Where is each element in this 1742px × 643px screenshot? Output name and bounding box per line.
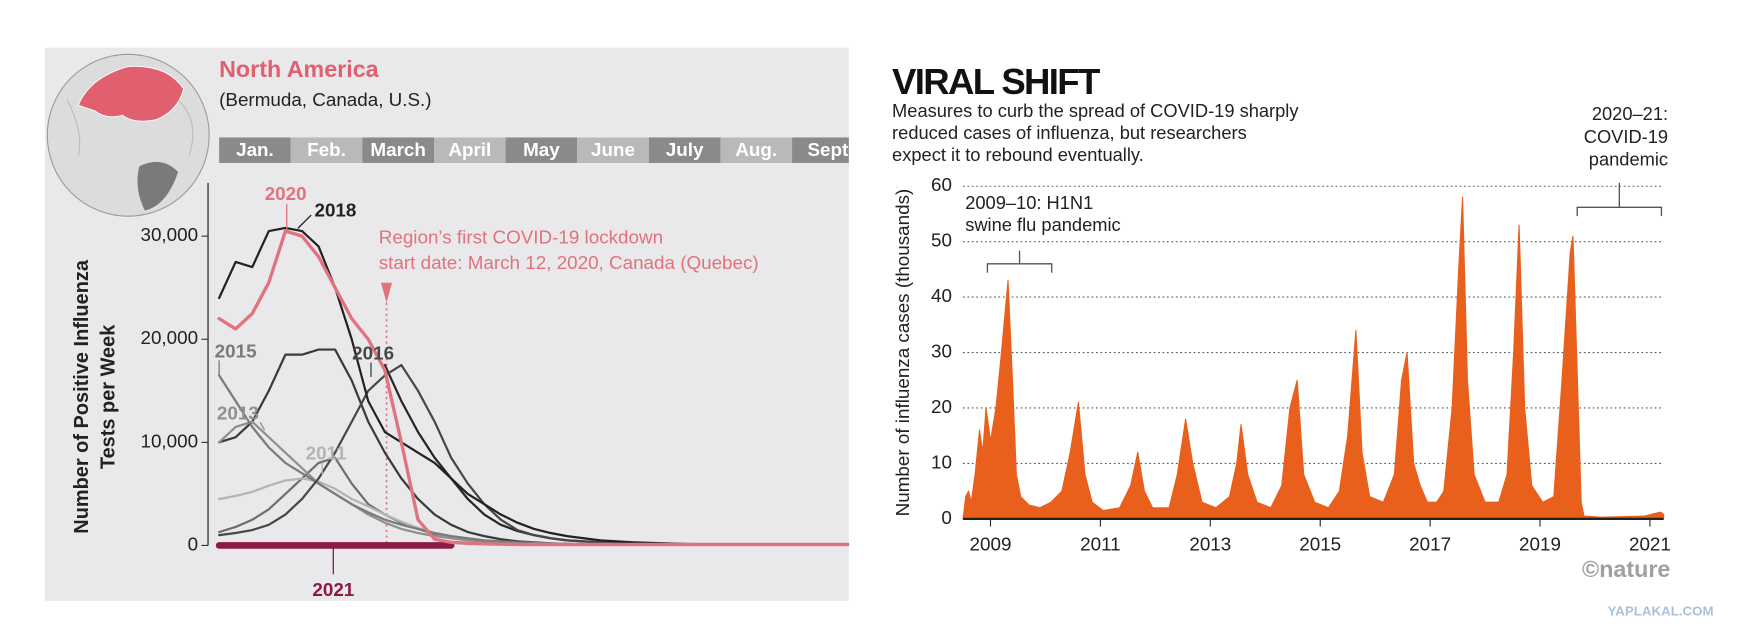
month-band	[219, 137, 291, 163]
h1n1-bracket	[986, 250, 1053, 273]
y-tick-label: 0	[941, 507, 951, 528]
series-label: 2018	[314, 200, 356, 221]
lockdown-marker	[380, 282, 393, 303]
plot: Jan. Feb. March April May June July Aug. Sept	[215, 137, 849, 549]
series-label: 2021	[312, 579, 354, 600]
chart-title: VIRAL SHIFT	[892, 61, 1100, 102]
y-tick-label: 0	[188, 533, 198, 554]
month-band	[505, 137, 578, 163]
label-leader	[259, 422, 266, 431]
annotation: Region’s first COVID-19 lockdown	[379, 226, 663, 247]
x-tick-label: 2011	[1080, 533, 1121, 554]
series-label: 2011	[306, 443, 347, 464]
x-tick-label: 2021	[1629, 533, 1671, 554]
x-tick-label: 2019	[1519, 533, 1561, 554]
month-band	[648, 137, 721, 163]
series-label: 2015	[215, 341, 257, 362]
y-tick-label: 20	[931, 396, 952, 417]
annotation: swine flu pandemic	[965, 214, 1120, 235]
month-label: April	[448, 139, 491, 160]
series-label: 2020	[265, 183, 307, 204]
annotation: 2009–10: H1N1	[965, 192, 1093, 213]
y-axis-label: Tests per Week	[98, 324, 120, 469]
covid-bracket	[1576, 182, 1663, 217]
x-tick-label: 2017	[1409, 533, 1451, 554]
y-tick-label: 30	[931, 341, 952, 362]
month-band	[577, 137, 649, 163]
month-label: Jan.	[236, 139, 274, 160]
annotation: COVID-19	[1584, 126, 1668, 147]
globe	[46, 53, 210, 217]
series-line	[217, 229, 849, 547]
y-tick-label: 10,000	[140, 430, 198, 451]
annotation: pandemic	[1589, 149, 1668, 170]
chart-subtitle: reduced cases of influenza, but research…	[892, 122, 1247, 143]
chart-subtitle: (Bermuda, Canada, U.S.)	[219, 89, 431, 110]
y-tick-label: 60	[931, 174, 952, 195]
month-band	[362, 137, 434, 163]
annotation: start date: March 12, 2020, Canada (Queb…	[379, 252, 759, 273]
month-label: May	[523, 139, 560, 160]
month-label: Aug.	[735, 139, 777, 160]
watermark: YAPLAKAL.COM	[1608, 603, 1714, 618]
y-tick-label: 30,000	[140, 224, 198, 245]
credit: ©nature	[1582, 556, 1670, 582]
y-tick-label: 40	[931, 285, 952, 306]
y-tick-label: 20,000	[140, 327, 198, 348]
series-label: 2013	[217, 403, 259, 424]
chart-title: North America	[219, 56, 380, 82]
series-label: 2016	[352, 343, 394, 364]
x-tick-label: 2009	[970, 533, 1012, 554]
x-tick-label: 2013	[1189, 533, 1231, 554]
month-band	[792, 137, 849, 163]
y-axis-label: Number of influenza cases (thousands)	[892, 189, 913, 517]
area	[962, 196, 1665, 520]
month-band	[720, 137, 793, 163]
month-band	[433, 137, 506, 163]
month-band	[290, 137, 363, 163]
month-label: March	[370, 139, 425, 160]
label-leader	[297, 214, 312, 229]
month-label: Feb.	[307, 139, 346, 160]
y-axis-label: Number of Positive Influenza	[71, 259, 93, 534]
month-label: July	[666, 139, 704, 160]
month-label: June	[591, 139, 635, 160]
annotation: 2020–21:	[1592, 103, 1668, 124]
y-tick-label: 50	[931, 230, 952, 251]
x-tick-label: 2015	[1299, 533, 1341, 554]
month-label: Sept	[807, 139, 849, 160]
chart-subtitle: expect it to rebound eventually.	[892, 144, 1144, 165]
chart-subtitle: Measures to curb the spread of COVID-19 …	[892, 100, 1299, 121]
y-tick-label: 10	[931, 451, 952, 472]
